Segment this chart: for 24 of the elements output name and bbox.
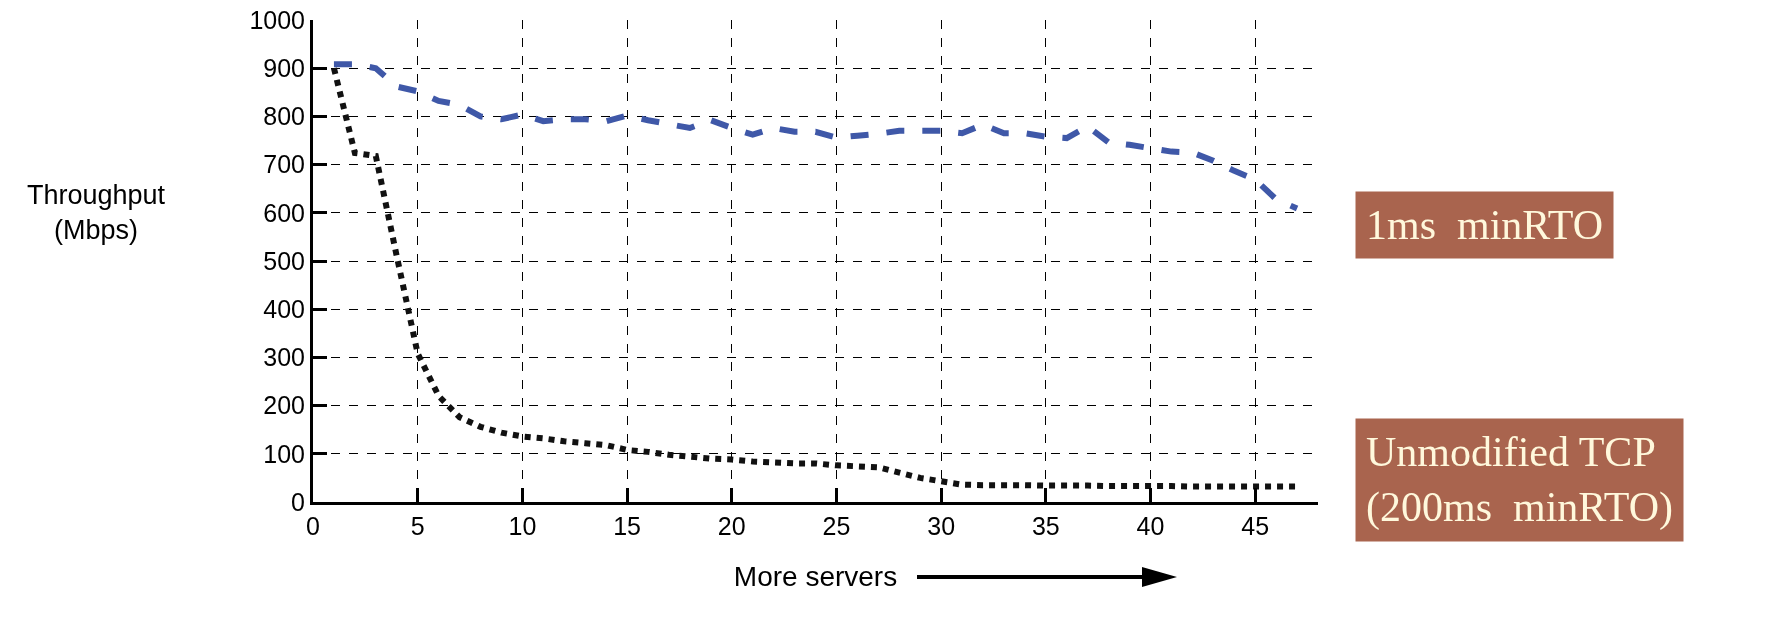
y-tick-label: 400 (263, 294, 305, 323)
x-tick-label: 20 (717, 512, 746, 540)
x-tick-label: 15 (613, 512, 641, 540)
y-tick-label: 900 (263, 53, 305, 82)
y-tick-label: 200 (263, 391, 305, 420)
y-tick-label: 0 (291, 487, 305, 516)
x-tick-label: 10 (508, 512, 537, 540)
y-axis-title: Throughput (Mbps) (27, 180, 166, 246)
series-label: Unmodified TCP (200ms minRTO) (1366, 429, 1674, 531)
x-tick-label: 25 (822, 512, 851, 540)
x-tick-label: 40 (1136, 512, 1165, 540)
y-tick-label: 600 (263, 198, 305, 227)
y-tick-label: 100 (263, 439, 305, 468)
x-tick-label: 35 (1031, 512, 1060, 540)
y-tick-label: 500 (263, 246, 305, 275)
y-tick-label: 300 (263, 343, 305, 372)
series-label: 1ms minRTO (1366, 202, 1604, 248)
x-axis-title: More servers (733, 561, 898, 593)
y-tick-label: 700 (263, 150, 305, 179)
x-tick-label: 45 (1241, 512, 1270, 540)
x-tick-label: 5 (410, 512, 425, 540)
y-tick-label: 1000 (249, 5, 305, 34)
x-tick-label: 30 (927, 512, 956, 540)
y-tick-label: 800 (263, 102, 305, 131)
